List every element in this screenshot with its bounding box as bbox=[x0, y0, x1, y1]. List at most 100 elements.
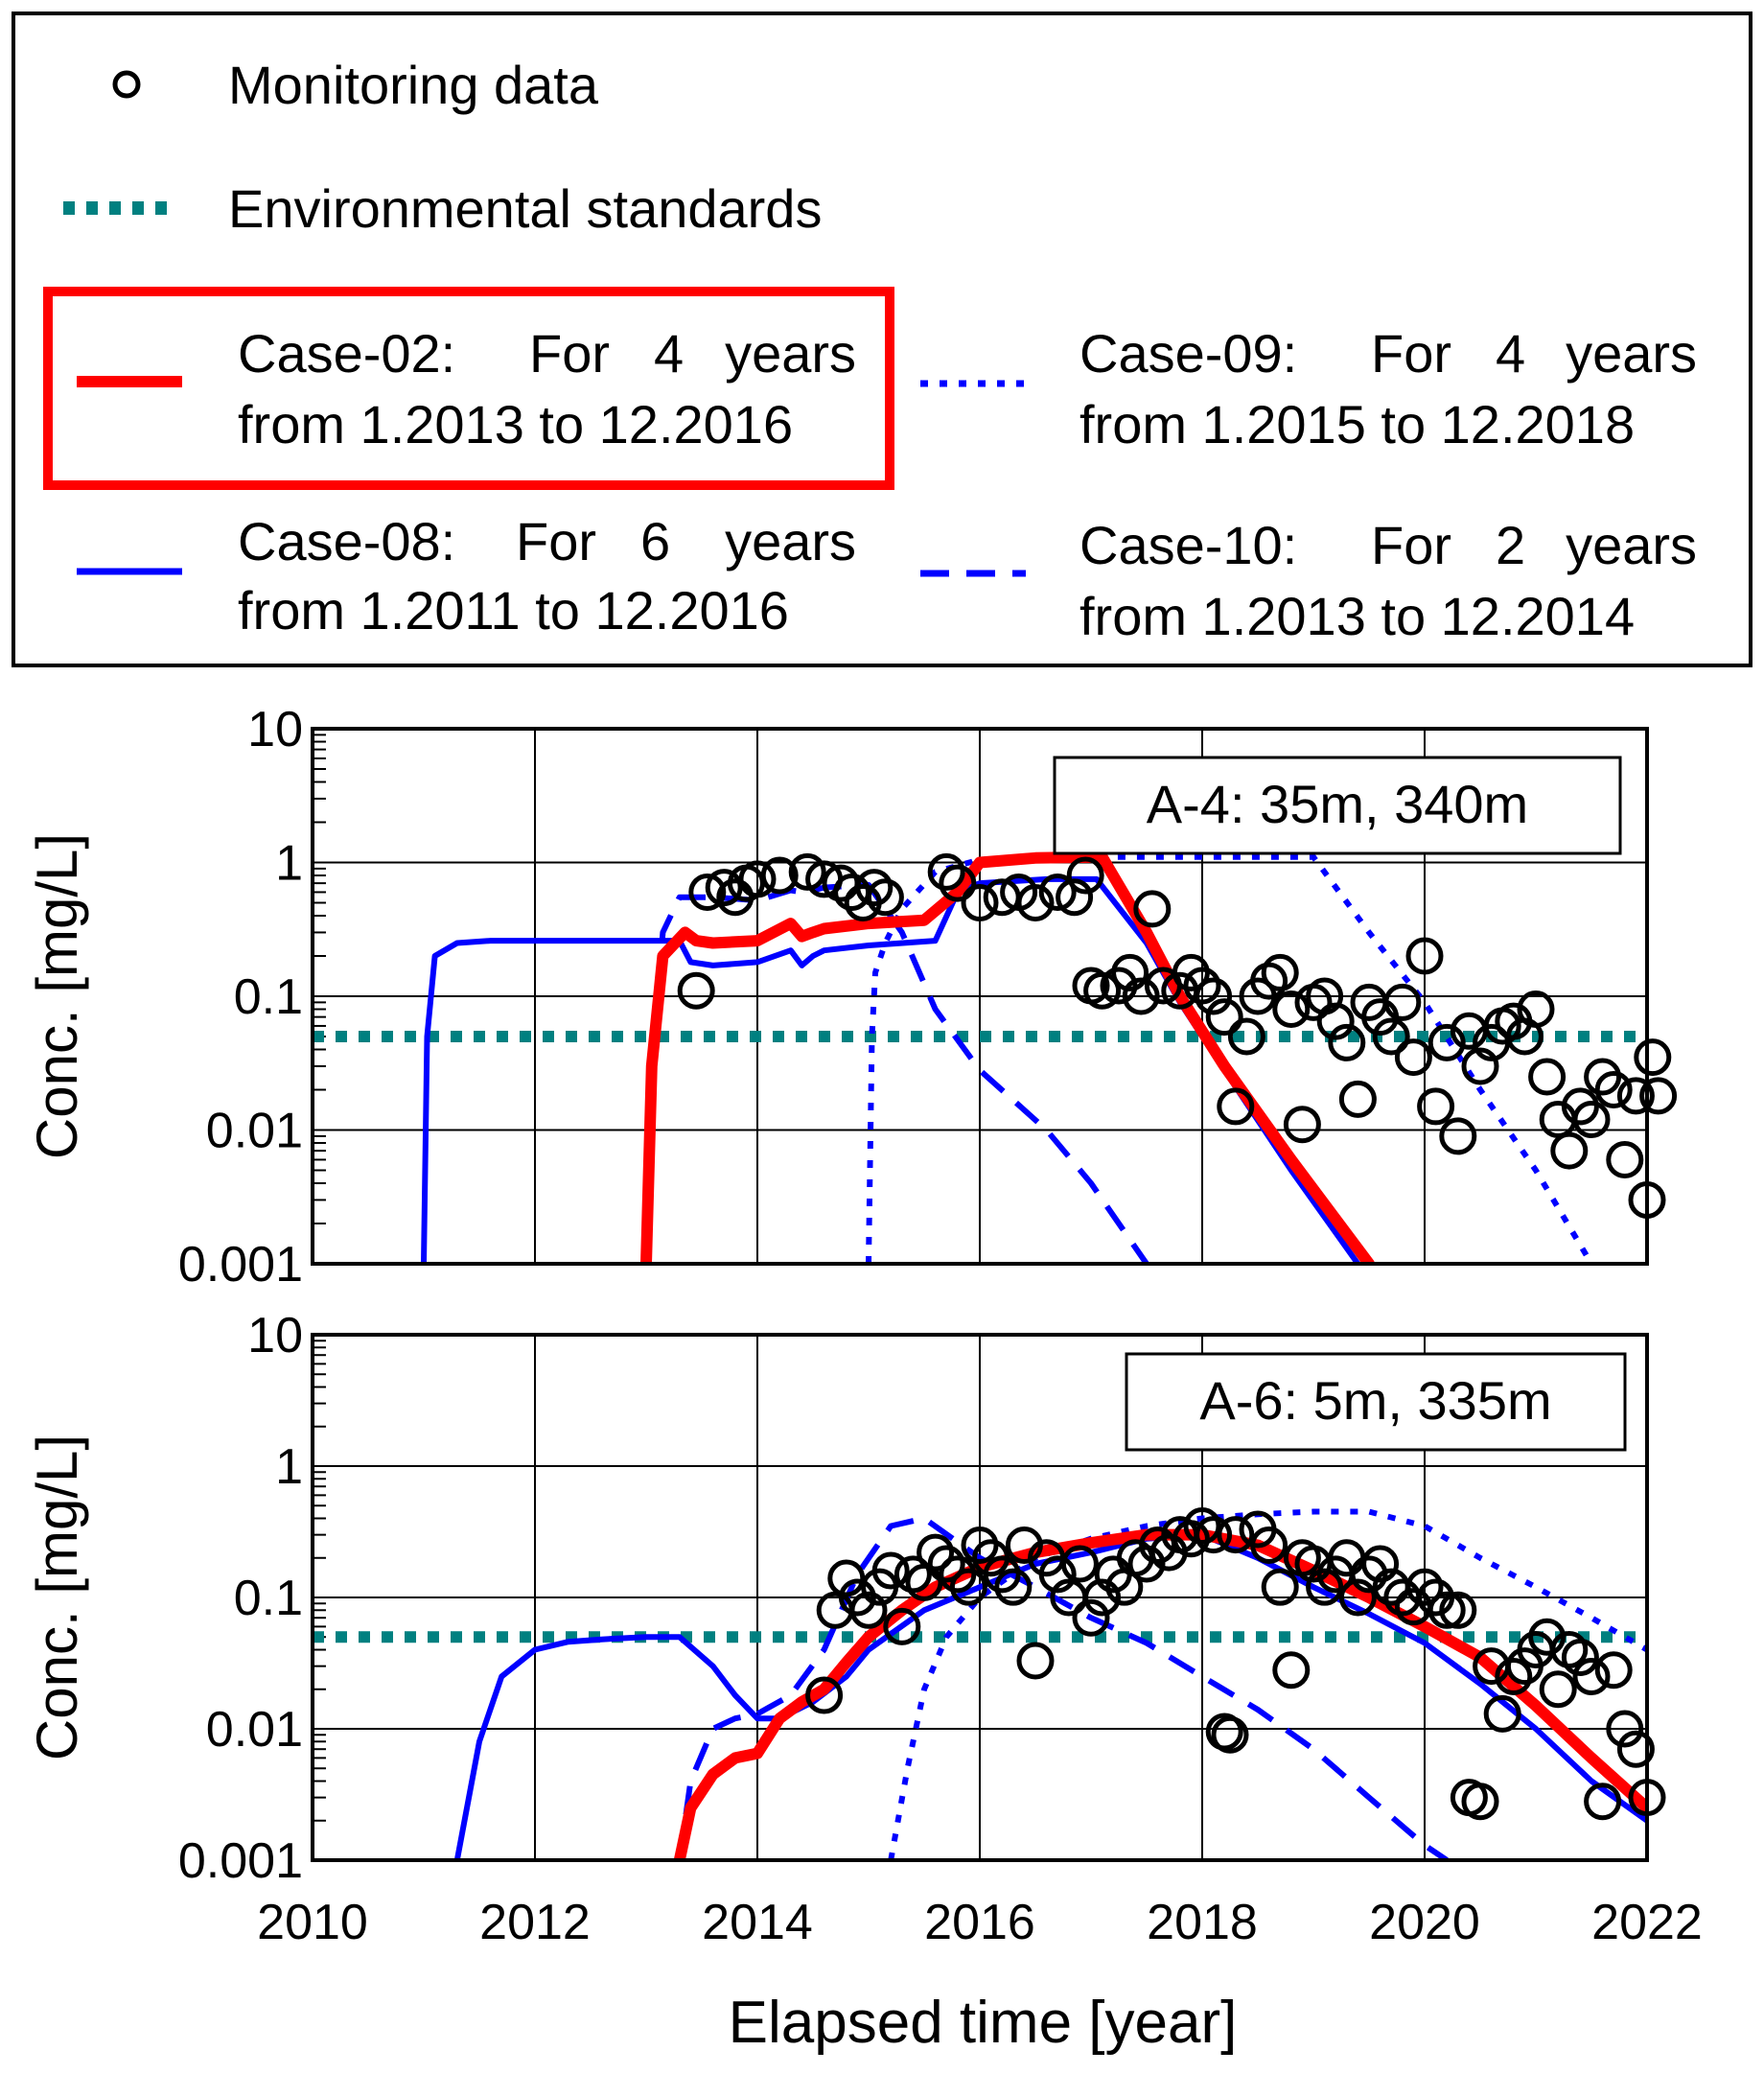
monitoring-point bbox=[1127, 1545, 1166, 1583]
monitoring-point bbox=[1316, 1002, 1355, 1040]
monitoring-point bbox=[1211, 1715, 1249, 1754]
monitoring-point bbox=[1539, 1670, 1577, 1709]
monitoring-point bbox=[1016, 1642, 1055, 1680]
chart-title-box bbox=[1053, 756, 1622, 855]
monitoring-point bbox=[827, 1559, 866, 1597]
plot-frame bbox=[311, 727, 1649, 1266]
monitoring-point bbox=[1528, 1058, 1567, 1096]
monitoring-markers bbox=[677, 852, 1678, 1219]
monitoring-point bbox=[1594, 1071, 1633, 1109]
x-tick-label: 2018 bbox=[1147, 1895, 1258, 1950]
monitoring-point bbox=[1328, 1023, 1366, 1061]
legend-case02-range: from 1.2013 to 12.2016 bbox=[238, 394, 793, 454]
monitoring-markers bbox=[805, 1506, 1666, 1821]
legend-case10-range: from 1.2013 to 12.2014 bbox=[1079, 586, 1635, 646]
chart-title: A-4: 35m, 340m bbox=[1147, 774, 1528, 834]
monitoring-point bbox=[883, 1607, 921, 1645]
monitoring-point bbox=[1461, 1783, 1499, 1821]
monitoring-point bbox=[1427, 1023, 1466, 1061]
plot-frame bbox=[311, 1333, 1649, 1862]
case-10-line bbox=[676, 1515, 1449, 1860]
monitoring-marker-icon bbox=[112, 70, 141, 99]
monitoring-point bbox=[939, 1555, 977, 1594]
monitoring-point bbox=[1417, 1087, 1455, 1126]
monitoring-point bbox=[1495, 1657, 1533, 1695]
monitoring-point bbox=[1272, 1651, 1311, 1689]
monitoring-point bbox=[1405, 937, 1444, 975]
monitoring-point bbox=[1250, 1526, 1288, 1564]
monitoring-point bbox=[927, 1545, 965, 1583]
case-10-line bbox=[643, 881, 1149, 1264]
monitoring-point bbox=[1283, 1106, 1321, 1144]
monitoring-point bbox=[1572, 1657, 1611, 1695]
monitoring-point bbox=[1338, 1080, 1377, 1118]
monitoring-point bbox=[1383, 983, 1422, 1021]
monitoring-point bbox=[1594, 1651, 1633, 1689]
chart-title: A-6: 5m, 335m bbox=[1199, 1370, 1551, 1431]
legend-case09-label: Case-09: bbox=[1079, 323, 1297, 384]
case-08-line bbox=[421, 875, 1361, 1264]
monitoring-point bbox=[983, 1555, 1021, 1594]
legend-case10-years: 2 bbox=[1496, 515, 1525, 575]
legend: Monitoring data Environmental standards … bbox=[12, 12, 1752, 667]
monitoring-point bbox=[1338, 1578, 1377, 1617]
legend-case10-label: Case-10: bbox=[1079, 515, 1297, 575]
monitoring-point bbox=[1217, 1087, 1255, 1126]
legend-case08-label: Case-08: bbox=[238, 511, 455, 571]
monitoring-point bbox=[677, 971, 715, 1010]
chart-a6: 0.001 0.01 0.1 1 10 2010 2012 2014 2016 2018 2020 2… bbox=[25, 1308, 1703, 1950]
case-09-line bbox=[888, 1508, 1647, 1860]
monitoring-point bbox=[1306, 1568, 1344, 1606]
monitoring-point bbox=[1261, 1568, 1299, 1606]
y-tick-label: 10 bbox=[247, 702, 303, 757]
monitoring-point bbox=[866, 878, 904, 917]
monitoring-point bbox=[927, 852, 965, 891]
monitoring-point bbox=[849, 1591, 888, 1629]
monitoring-point bbox=[1016, 883, 1055, 921]
monitoring-point bbox=[1634, 1038, 1672, 1077]
y-tick-label: 1 bbox=[275, 1439, 303, 1495]
monitoring-point bbox=[1056, 878, 1094, 917]
legend-case02-label: Case-02: bbox=[238, 323, 455, 384]
monitoring-point bbox=[1439, 1591, 1477, 1629]
monitoring-point bbox=[1083, 971, 1122, 1010]
monitoring-point bbox=[1584, 1783, 1622, 1821]
monitoring-point bbox=[705, 869, 743, 907]
x-tick-label: 2022 bbox=[1591, 1895, 1703, 1950]
monitoring-point bbox=[1183, 967, 1221, 1005]
monitoring-point bbox=[949, 1568, 987, 1606]
legend-case09-for: For bbox=[1371, 323, 1451, 384]
y-tick-label: 0.1 bbox=[234, 969, 303, 1025]
monitoring-point bbox=[760, 856, 799, 895]
monitoring-point bbox=[1561, 1638, 1599, 1676]
y-tick-label: 1 bbox=[275, 836, 303, 892]
monitoring-point bbox=[1616, 1730, 1655, 1768]
monitoring-point bbox=[1038, 1555, 1077, 1594]
legend-case08-years: 6 bbox=[640, 511, 670, 571]
monitoring-point bbox=[1461, 1047, 1499, 1085]
legend-case02-years: 4 bbox=[654, 323, 684, 384]
y-tick-label: 10 bbox=[247, 1308, 303, 1363]
y-axis-title: Conc. [mg/L] bbox=[25, 833, 89, 1159]
monitoring-point bbox=[838, 1578, 876, 1617]
monitoring-point bbox=[1517, 990, 1555, 1029]
monitoring-point bbox=[1550, 1131, 1589, 1170]
chart-a4: 0.001 0.01 0.1 1 10 Conc. [mg/L] A-4: 35m, 340… bbox=[25, 702, 1678, 1293]
monitoring-point bbox=[1122, 977, 1160, 1015]
x-tick-label: 2010 bbox=[257, 1895, 368, 1950]
monitoring-point bbox=[1217, 1516, 1255, 1554]
monitoring-point bbox=[1227, 1017, 1265, 1056]
monitoring-point bbox=[1261, 953, 1299, 991]
monitoring-point bbox=[871, 1551, 910, 1590]
legend-case02-unit: years bbox=[725, 323, 856, 384]
monitoring-point bbox=[1195, 1516, 1233, 1554]
legend-case08-unit: years bbox=[725, 511, 856, 571]
monitoring-point bbox=[1372, 1017, 1410, 1056]
monitoring-point bbox=[805, 1676, 844, 1714]
legend-case09-range: from 1.2015 to 12.2018 bbox=[1079, 394, 1635, 454]
monitoring-point bbox=[1205, 998, 1243, 1037]
monitoring-point bbox=[1072, 1598, 1110, 1637]
monitoring-point bbox=[961, 883, 999, 921]
